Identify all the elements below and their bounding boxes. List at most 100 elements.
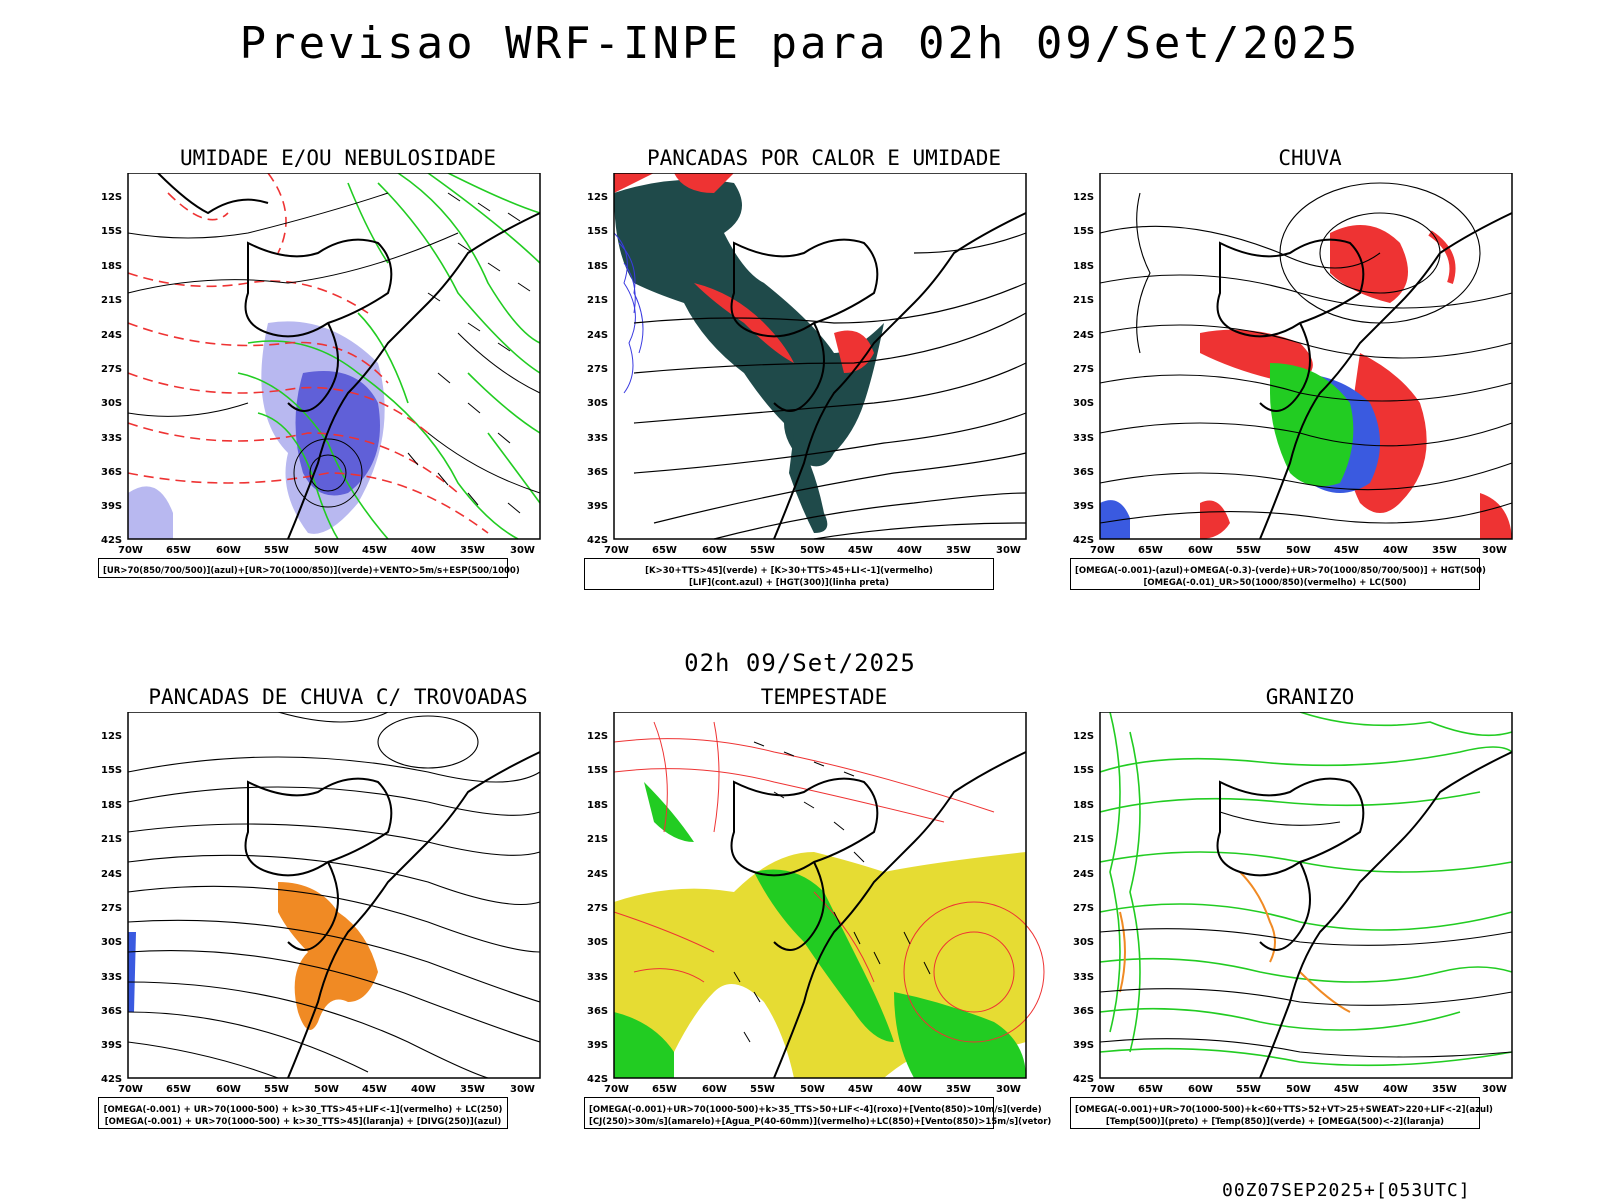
svg-text:36S: 36S — [587, 1006, 608, 1017]
svg-text:70W: 70W — [604, 545, 629, 556]
svg-text:36S: 36S — [101, 467, 122, 478]
svg-text:15S: 15S — [1073, 765, 1094, 776]
svg-text:39S: 39S — [587, 501, 608, 512]
svg-text:39S: 39S — [1073, 501, 1094, 512]
map-granizo: 12S 15S 18S 21S 24S 27S 30S 33S 36S 39S 42S 70W… — [1073, 712, 1513, 1095]
svg-text:27S: 27S — [1073, 364, 1094, 375]
svg-text:45W: 45W — [848, 545, 873, 556]
svg-text:24S: 24S — [101, 330, 122, 341]
legend-line: [OMEGA(-0.001)+UR>70(1000-500)+k>35_TTS>… — [589, 1105, 1042, 1115]
svg-text:15S: 15S — [587, 226, 608, 237]
panel-tempestade: TEMPESTADE — [584, 685, 1064, 1155]
svg-text:45W: 45W — [1334, 1084, 1359, 1095]
svg-text:27S: 27S — [587, 364, 608, 375]
svg-text:18S: 18S — [101, 800, 122, 811]
svg-text:35W: 35W — [460, 1084, 485, 1095]
panel-chuva: CHUVA 12S 15S 18S — [1070, 146, 1550, 616]
legend-line: [OMEGA(-0.001)+UR>70(1000-500)+k<60+TTS>… — [1075, 1105, 1493, 1115]
svg-text:27S: 27S — [101, 364, 122, 375]
svg-text:33S: 33S — [1073, 972, 1094, 983]
svg-text:40W: 40W — [897, 1084, 922, 1095]
svg-text:60W: 60W — [216, 545, 241, 556]
panel-title: PANCADAS POR CALOR E UMIDADE — [646, 146, 1001, 170]
svg-text:30W: 30W — [1482, 1084, 1507, 1095]
panel-pancadas-calor: PANCADAS POR CALOR E UMIDADE — [584, 146, 1064, 616]
svg-text:60W: 60W — [702, 1084, 727, 1095]
svg-text:30S: 30S — [1073, 937, 1094, 948]
panel-title: UMIDADE E/OU NEBULOSIDADE — [179, 146, 497, 170]
model-run-label: 00Z07SEP2025+[053UTC] — [1222, 1180, 1471, 1201]
map-umidade: 12S 15S 18S 21S 24S 27S 30S 33S 36S 39S 42S 70W… — [101, 173, 541, 556]
svg-text:65W: 65W — [166, 1084, 191, 1095]
svg-text:36S: 36S — [1073, 467, 1094, 478]
legend-box: [OMEGA(-0.001)+UR>70(1000-500)+k>35_TTS>… — [584, 1097, 1052, 1129]
svg-text:70W: 70W — [1090, 545, 1115, 556]
svg-text:18S: 18S — [587, 800, 608, 811]
svg-text:33S: 33S — [1073, 433, 1094, 444]
svg-text:65W: 65W — [166, 545, 191, 556]
legend-line: [CJ(250)>30m/s](amarelo)+[Agua_P(40-60mm… — [589, 1117, 1052, 1127]
svg-text:12S: 12S — [587, 731, 608, 742]
svg-text:21S: 21S — [1073, 295, 1094, 306]
svg-text:50W: 50W — [314, 545, 339, 556]
svg-text:45W: 45W — [362, 545, 387, 556]
svg-text:24S: 24S — [587, 330, 608, 341]
svg-text:70W: 70W — [604, 1084, 629, 1095]
svg-text:35W: 35W — [1432, 545, 1457, 556]
svg-text:35W: 35W — [946, 545, 971, 556]
svg-text:50W: 50W — [800, 1084, 825, 1095]
svg-text:55W: 55W — [264, 1084, 289, 1095]
svg-text:50W: 50W — [1286, 1084, 1311, 1095]
map-tempestade: 12S 15S 18S 21S 24S 27S 30S 33S 36S 39S 42S 70W… — [587, 712, 1045, 1095]
page-title: Previsao WRF-INPE para 02h 09/Set/2025 — [239, 18, 1361, 69]
svg-text:39S: 39S — [587, 1040, 608, 1051]
panel-title: CHUVA — [1278, 146, 1342, 170]
svg-text:36S: 36S — [101, 1006, 122, 1017]
svg-text:39S: 39S — [101, 1040, 122, 1051]
svg-text:50W: 50W — [314, 1084, 339, 1095]
svg-text:39S: 39S — [1073, 1040, 1094, 1051]
svg-text:30W: 30W — [996, 1084, 1021, 1095]
legend-line: [UR>70(850/700/500)](azul)+[UR>70(1000/8… — [103, 566, 520, 576]
svg-text:42S: 42S — [101, 1074, 122, 1085]
svg-text:30S: 30S — [587, 398, 608, 409]
svg-text:40W: 40W — [411, 545, 436, 556]
legend-line: [OMEGA(-0.001)-(azul)+OMEGA(-0.3)-(verde… — [1075, 566, 1486, 576]
svg-text:70W: 70W — [118, 1084, 143, 1095]
svg-text:30S: 30S — [587, 937, 608, 948]
svg-text:12S: 12S — [1073, 192, 1094, 203]
svg-text:27S: 27S — [1073, 903, 1094, 914]
svg-text:15S: 15S — [587, 765, 608, 776]
panel-title: TEMPESTADE — [760, 685, 888, 709]
svg-text:15S: 15S — [1073, 226, 1094, 237]
svg-text:12S: 12S — [1073, 731, 1094, 742]
svg-text:50W: 50W — [1286, 545, 1311, 556]
svg-text:60W: 60W — [702, 545, 727, 556]
svg-text:55W: 55W — [750, 545, 775, 556]
svg-text:65W: 65W — [1138, 545, 1163, 556]
svg-text:60W: 60W — [1188, 1084, 1213, 1095]
legend-box: [OMEGA(-0.001)-(azul)+OMEGA(-0.3)-(verde… — [1070, 558, 1486, 590]
legend-line: [OMEGA(-0.01)_UR>50(1000/850)(vermelho) … — [1143, 578, 1407, 588]
svg-text:42S: 42S — [587, 535, 608, 546]
svg-text:30W: 30W — [510, 545, 535, 556]
svg-text:65W: 65W — [652, 1084, 677, 1095]
svg-text:21S: 21S — [101, 295, 122, 306]
svg-text:30S: 30S — [101, 937, 122, 948]
svg-text:27S: 27S — [101, 903, 122, 914]
svg-text:18S: 18S — [101, 261, 122, 272]
svg-text:33S: 33S — [101, 433, 122, 444]
legend-line: [LIF](cont.azul) + [HGT(300)](linha pret… — [688, 578, 890, 588]
svg-text:39S: 39S — [101, 501, 122, 512]
panel-trovoadas: PANCADAS DE CHUVA C/ TROVOADAS 12S 15S 18S — [98, 685, 578, 1155]
svg-text:55W: 55W — [1236, 1084, 1261, 1095]
legend-box: [OMEGA(-0.001) + UR>70(1000-500) + k>30_… — [98, 1097, 508, 1129]
svg-text:15S: 15S — [101, 765, 122, 776]
svg-text:15S: 15S — [101, 226, 122, 237]
legend-box: [K>30+TTS>45](verde) + [K>30+TTS>45+LI<-… — [584, 558, 994, 590]
svg-text:27S: 27S — [587, 903, 608, 914]
svg-text:45W: 45W — [362, 1084, 387, 1095]
legend-line: [OMEGA(-0.001) + UR>70(1000-500) + k>30_… — [103, 1105, 503, 1115]
svg-text:50W: 50W — [800, 545, 825, 556]
legend-box: [OMEGA(-0.001)+UR>70(1000-500)+k<60+TTS>… — [1070, 1097, 1493, 1129]
